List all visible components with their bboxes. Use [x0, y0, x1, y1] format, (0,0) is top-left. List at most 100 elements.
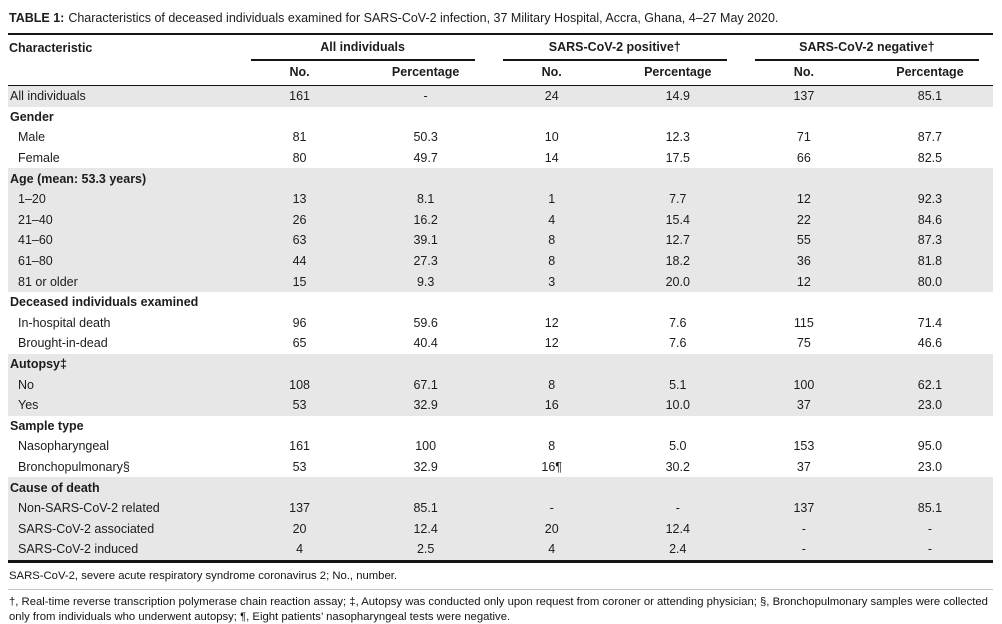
row-label: SARS-CoV-2 associated	[8, 518, 237, 540]
cell-value: 26	[236, 209, 363, 231]
row-label: 41–60	[8, 230, 237, 251]
table-row: Non-SARS-CoV-2 related 137 85.1- -137 85.1	[8, 497, 993, 519]
cell-value	[363, 416, 489, 437]
cell-value: 53	[292, 459, 307, 474]
cell-value	[614, 168, 741, 189]
sub-header-row: No. Percentage No. Percentage No. Percen…	[8, 61, 993, 86]
cell-value: 161	[289, 439, 310, 454]
row-label: Female	[18, 151, 60, 166]
cell-value	[236, 168, 363, 189]
footnote-symbols: †, Real-time reverse transcription polym…	[9, 596, 988, 623]
cell-value: 12.4	[614, 518, 741, 540]
cell-value: 8	[548, 439, 556, 454]
cell-value: 14.9	[614, 85, 741, 107]
cell-value: 8.1	[362, 188, 489, 210]
cell-value	[362, 353, 489, 375]
section-row: Cause of death	[8, 477, 993, 498]
cell-value: 2.4	[614, 539, 741, 562]
table-body: All individuals 161-24 14.9 137 85.1 Gender Ma…	[8, 85, 993, 562]
cell-value	[740, 477, 867, 498]
cell-value: 4	[488, 209, 615, 231]
footnotes: SARS-CoV-2, severe acute respiratory syn…	[8, 563, 993, 624]
cell-value: 100	[415, 439, 437, 454]
cell-value: 8	[488, 250, 615, 272]
cell-value: 32.9	[362, 394, 489, 416]
cell-value: 87.3	[866, 230, 993, 251]
cell-value: 62.1	[866, 374, 993, 395]
cell-value	[867, 416, 993, 437]
cell-value	[867, 292, 993, 313]
row-label: Gender	[10, 109, 54, 124]
cell-value: -	[488, 497, 615, 519]
table-title: TABLE 1: Characteristics of deceased indi…	[8, 7, 993, 33]
cell-value: 50.3	[413, 130, 438, 145]
cell-value: 24	[488, 85, 615, 107]
col-header-percentage: Percentage	[866, 61, 993, 86]
table-row: 1–20 13 8.1 1 7.7 12 92.3	[8, 188, 993, 210]
cell-value: 5.0	[669, 439, 687, 454]
cell-value: 30.2	[665, 459, 690, 474]
table-header: Characteristic All individuals SARS-CoV-…	[8, 34, 993, 86]
cell-value: 84.6	[866, 209, 993, 231]
cell-value: 8	[488, 374, 615, 395]
table-row: Male 81 50.3 10 12.3 71 87.7	[8, 127, 993, 148]
cell-value: 44	[236, 250, 363, 272]
cell-value: 16	[488, 394, 615, 416]
cell-value: 9.3	[362, 271, 489, 292]
cell-value: 95.0	[917, 439, 943, 454]
cell-value: 115	[793, 315, 814, 330]
cell-value	[489, 416, 615, 437]
cell-value: 36	[740, 250, 867, 272]
cell-value: 66	[796, 151, 811, 166]
cell-value: 37	[796, 459, 811, 474]
cell-value: 96	[292, 315, 307, 330]
cell-value: 13	[236, 188, 363, 210]
cell-value: 40.4	[413, 336, 438, 351]
cell-value: 4	[236, 539, 363, 562]
cell-value: 55	[740, 230, 867, 251]
row-label: 81 or older	[8, 271, 237, 292]
cell-value: 65	[292, 336, 307, 351]
cell-value: 63	[236, 230, 363, 251]
cell-value	[866, 168, 993, 189]
cell-value	[740, 353, 867, 375]
row-label: Autopsy‡	[8, 353, 237, 375]
cell-value	[615, 292, 741, 313]
col-header-percentage: Percentage	[362, 61, 489, 86]
cell-value	[489, 107, 615, 128]
cell-value: 81.8	[866, 250, 993, 272]
cell-value	[614, 477, 741, 498]
cell-value	[237, 292, 363, 313]
cell-value: 7.6	[669, 336, 687, 351]
row-label: Male	[18, 130, 46, 145]
cell-value: 46.6	[917, 336, 943, 351]
section-row: Sample type	[8, 416, 993, 437]
cell-value	[362, 168, 489, 189]
cell-value: 153	[793, 439, 815, 454]
cell-value: 16¶	[541, 459, 563, 474]
cell-value: 12.3	[665, 130, 690, 145]
section-row: Gender	[8, 107, 993, 128]
cell-value: 4	[488, 539, 615, 562]
table-row: Female 80 49.7 14 17.5 66 82.5	[8, 148, 993, 169]
row-label: Deceased individuals examined	[10, 295, 199, 310]
cell-value: 85.1	[362, 497, 489, 519]
cell-value: 23.0	[917, 459, 943, 474]
cell-value	[488, 477, 615, 498]
group-header-row: Characteristic All individuals SARS-CoV-…	[8, 34, 993, 86]
cell-value: 22	[740, 209, 867, 231]
row-label: 21–40	[8, 209, 237, 231]
characteristic-column-header: Characteristic	[8, 34, 237, 86]
cell-value: 12	[544, 315, 559, 330]
row-label: Nasopharyngeal	[18, 439, 110, 454]
cell-value: 137	[236, 497, 363, 519]
col-header-no: No.	[488, 61, 615, 86]
group-header-positive: SARS-CoV-2 positive†	[489, 34, 741, 61]
table-row: Brought-in-dead 65 40.4 12 7.6 75 46.6	[8, 333, 993, 354]
cell-value: 2.5	[362, 539, 489, 562]
col-header-percentage: Percentage	[614, 61, 741, 86]
cell-value: 92.3	[866, 188, 993, 210]
cell-value: -	[866, 539, 993, 562]
table-row: 41–60 63 39.1 8 12.7 55 87.3	[8, 230, 993, 251]
cell-value: 3	[488, 271, 615, 292]
